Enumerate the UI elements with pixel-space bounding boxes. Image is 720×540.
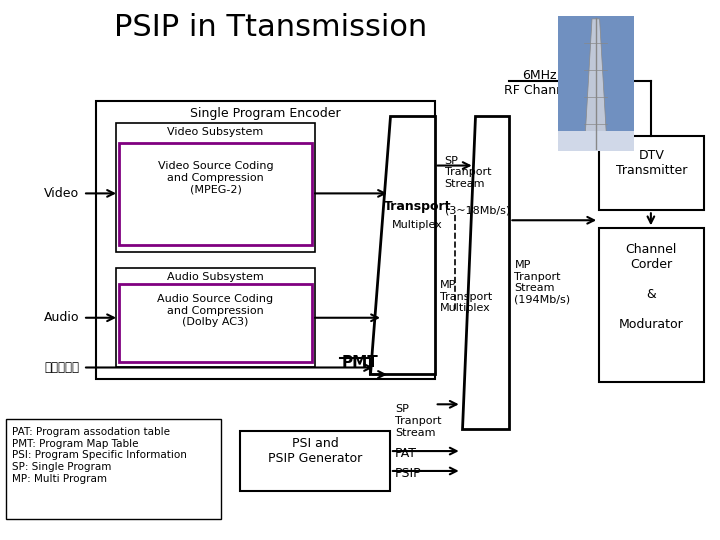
Bar (599, 136, 703, 210)
Text: Channel
Corder

&

Modurator: Channel Corder & Modurator (619, 243, 684, 331)
Bar (240, 431, 390, 491)
Text: Video Source Coding
and Compression
(MPEG-2): Video Source Coding and Compression (MPE… (158, 161, 274, 194)
Text: Multiplex: Multiplex (392, 220, 443, 230)
Text: PAT: PAT (395, 447, 417, 460)
Text: PSIP in Ttansmission: PSIP in Ttansmission (114, 14, 427, 42)
Text: Audio: Audio (44, 311, 79, 324)
Text: PSIP: PSIP (395, 467, 421, 480)
Text: MP
Tranport
Stream
(194Mb/s): MP Tranport Stream (194Mb/s) (514, 260, 570, 305)
Text: Audio Subsystem: Audio Subsystem (167, 272, 264, 282)
Text: SP
Tranport
Stream: SP Tranport Stream (445, 156, 491, 189)
Text: PSI and
PSIP Generator: PSI and PSIP Generator (268, 437, 362, 465)
Text: Single Program Encoder: Single Program Encoder (190, 107, 341, 120)
Bar (116, 123, 315, 252)
Text: Transport: Transport (384, 200, 451, 213)
Bar (599, 228, 703, 382)
Bar (96, 101, 435, 380)
Bar (119, 284, 312, 361)
Bar (558, 131, 634, 151)
Text: DTV
Transmitter: DTV Transmitter (616, 149, 687, 177)
Polygon shape (370, 116, 435, 374)
Text: MP
Transport
Multiplex: MP Transport Multiplex (440, 280, 492, 313)
Text: Video Subsystem: Video Subsystem (168, 127, 264, 137)
Text: (3~18Mb/s): (3~18Mb/s) (445, 205, 510, 215)
Text: Audio Source Coding
and Compression
(Dolby AC3): Audio Source Coding and Compression (Dol… (158, 294, 274, 327)
Text: 6MHz
RF Channel: 6MHz RF Channel (504, 69, 575, 97)
Text: PMT: PMT (342, 355, 379, 369)
Text: Video: Video (44, 187, 79, 200)
Bar (119, 143, 312, 245)
Bar (116, 268, 315, 368)
Text: SP
Tranport
Stream: SP Tranport Stream (395, 404, 441, 437)
Polygon shape (585, 19, 607, 149)
Text: 부가데이터: 부가데이터 (44, 361, 79, 374)
Text: PAT: Program assodation table
PMT: Program Map Table
PSI: Program Specific Infor: PAT: Program assodation table PMT: Progr… (12, 427, 187, 484)
Polygon shape (462, 116, 510, 429)
Bar (6, 419, 220, 519)
